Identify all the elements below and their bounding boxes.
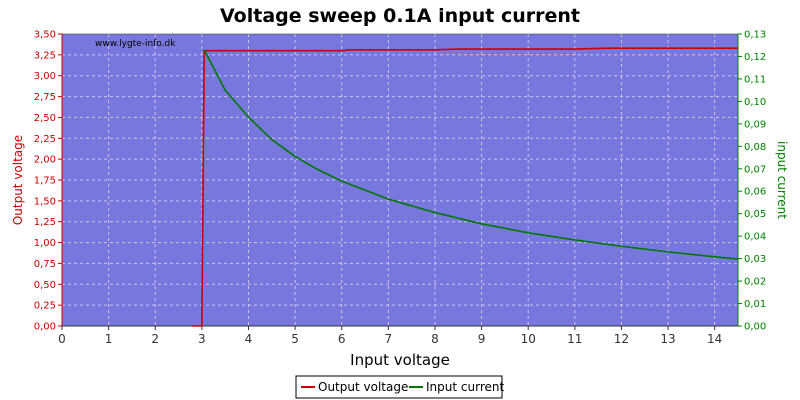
x-tick-label: 0 (58, 332, 66, 346)
x-ticks: 0 1 2 3 4 5 6 7 8 9 10 11 12 13 14 (58, 326, 722, 346)
y-left-tick-label: 2,75 (34, 92, 56, 103)
y-right-tick-label: 0,12 (744, 52, 766, 63)
x-tick-label: 5 (291, 332, 299, 346)
y-left-axis-title: Output voltage (11, 135, 25, 225)
y-left-tick-label: 1,25 (34, 217, 56, 228)
x-tick-label: 1 (105, 332, 113, 346)
y-right-tick-label: 0,02 (744, 277, 766, 288)
x-tick-label: 11 (567, 332, 582, 346)
y-right-tick-label: 0,11 (744, 74, 766, 85)
y-right-tick-label: 0,09 (744, 119, 766, 130)
y-right-tick-label: 0,07 (744, 164, 766, 175)
y-right-tick-label: 0,01 (744, 299, 766, 310)
x-tick-label: 14 (707, 332, 722, 346)
y-left-tick-label: 2,25 (34, 134, 56, 145)
y-left-tick-label: 2,00 (34, 155, 56, 166)
x-tick-label: 2 (151, 332, 159, 346)
axes (61, 33, 739, 327)
y-left-tick-label: 3,25 (34, 50, 56, 61)
y-right-tick-label: 0,05 (744, 209, 766, 220)
y-left-tick-label: 0,50 (34, 280, 56, 291)
y-left-tick-label: 0,25 (34, 301, 56, 312)
y-right-tick-label: 0,03 (744, 254, 766, 265)
legend-box (295, 375, 503, 399)
y-right-axis-title: input current (775, 141, 789, 219)
y-right-tick-label: 0,04 (744, 232, 766, 243)
x-tick-label: 13 (660, 332, 675, 346)
x-tick-label: 7 (385, 332, 393, 346)
y-right-tick-label: 0,00 (744, 322, 766, 333)
chart-title: Voltage sweep 0.1A input current (220, 5, 580, 27)
x-axis-title: Input voltage (350, 351, 450, 369)
y-right-tick-label: 0,10 (744, 97, 766, 108)
x-tick-label: 10 (521, 332, 536, 346)
y-left-tick-label: 3,50 (34, 30, 56, 41)
y-left-tick-label: 1,75 (34, 176, 56, 187)
y-right-ticks: 0,00 0,01 0,02 0,03 0,04 0,05 0,06 0,07 0,08 0,09… (738, 30, 766, 333)
y-left-tick-label: 1,00 (34, 238, 56, 249)
x-tick-label: 4 (245, 332, 253, 346)
y-left-tick-label: 1,50 (34, 196, 56, 207)
y-left-tick-label: 0,00 (34, 322, 56, 333)
series-layer (192, 47, 739, 327)
x-tick-label: 9 (478, 332, 486, 346)
y-left-tick-label: 3,00 (34, 71, 56, 82)
y-right-tick-label: 0,13 (744, 30, 766, 41)
y-left-tick-label: 2,50 (34, 113, 56, 124)
x-tick-label: 6 (338, 332, 346, 346)
grid-lines (62, 34, 738, 326)
y-right-tick-label: 0,06 (744, 187, 766, 198)
legend-label-output-voltage: Output voltage (318, 380, 408, 394)
y-left-ticks: 0,00 0,25 0,50 0,75 1,00 1,25 1,50 1,75 2,00 2,25… (34, 30, 62, 333)
series-input-current (203, 49, 739, 260)
y-right-tick-label: 0,08 (744, 142, 766, 153)
y-left-tick-label: 0,75 (34, 259, 56, 270)
series-output-voltage (192, 47, 738, 327)
x-tick-label: 8 (431, 332, 439, 346)
x-tick-label: 12 (614, 332, 629, 346)
x-tick-label: 3 (198, 332, 206, 346)
legend-label-input-current: Input current (426, 380, 504, 394)
watermark: www.lygte-info.dk (95, 39, 176, 49)
legend: Output voltage Input current (295, 375, 504, 399)
